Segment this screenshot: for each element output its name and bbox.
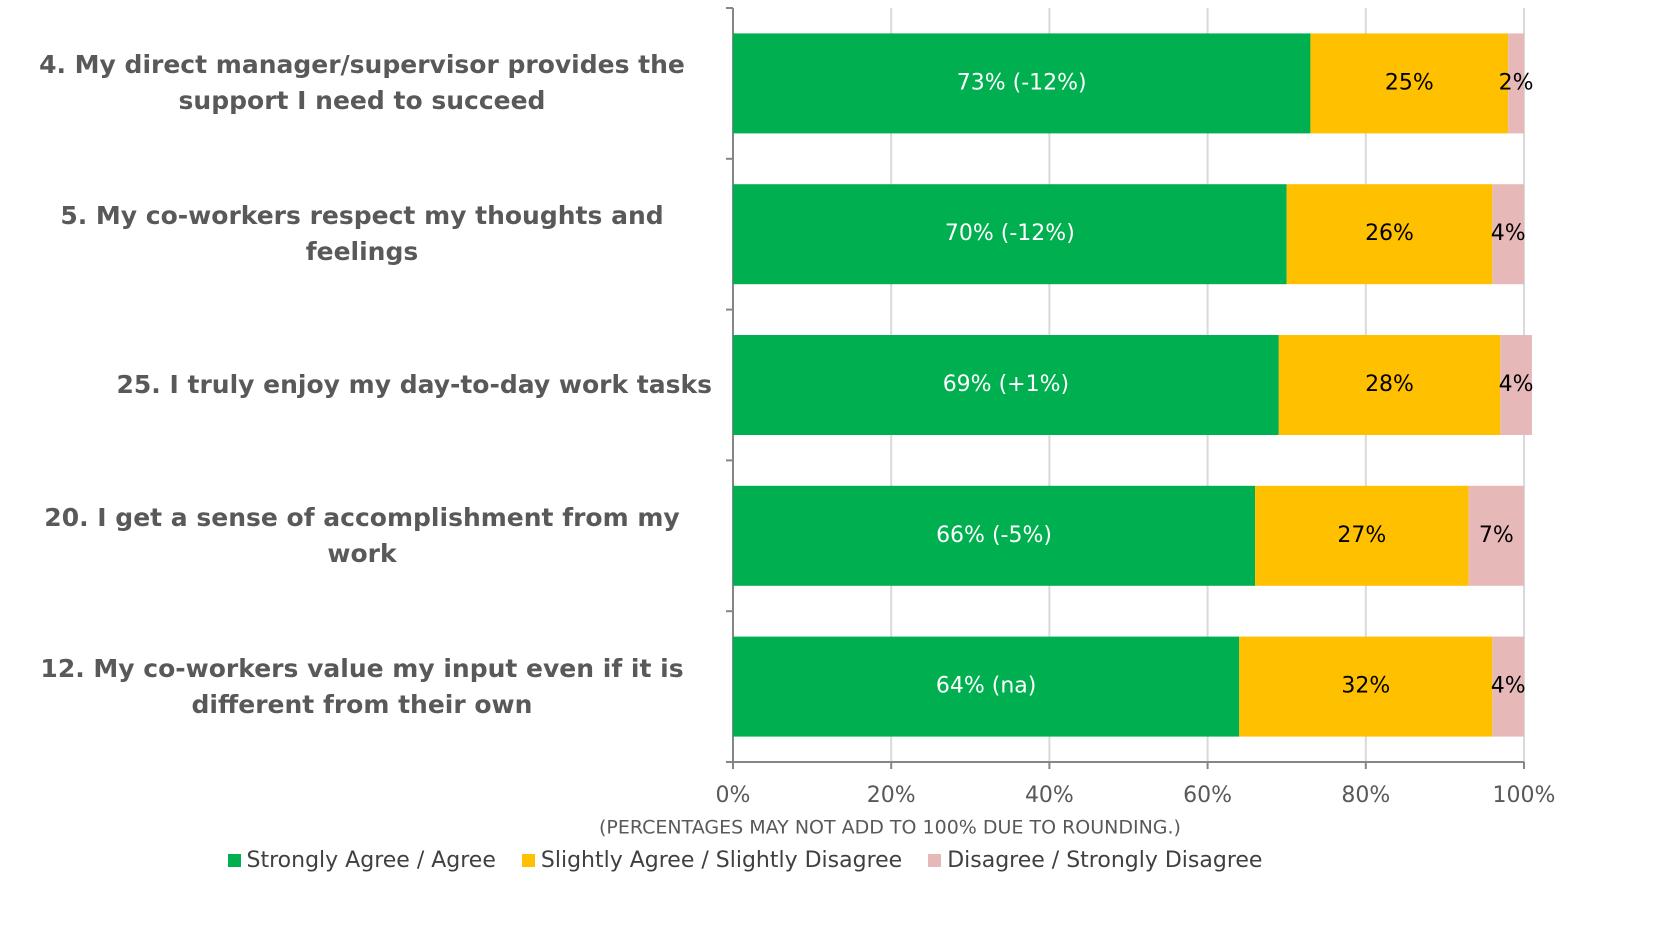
value-label: 28% — [1365, 372, 1414, 397]
bar-segment — [733, 636, 1240, 737]
category-text: 20. I get a sense of accomplishment from… — [44, 502, 680, 568]
x-tick-label: 40% — [1025, 783, 1074, 808]
legend-label: Strongly Agree / Agree — [246, 848, 496, 873]
value-label: 69% (+1%) — [943, 372, 1069, 397]
bar-segment — [1310, 33, 1509, 134]
bar-segment — [1492, 184, 1524, 285]
value-label: 4% — [1491, 674, 1526, 699]
value-label: 66% (-5%) — [936, 523, 1052, 548]
category-label: 5. My co-workers respect my thoughts and… — [0, 198, 712, 270]
bar-segment — [1239, 636, 1493, 737]
bar-segment — [733, 335, 1279, 435]
category-text: 4. My direct manager/supervisor provides… — [39, 50, 685, 116]
category-text: 5. My co-workers respect my thoughts and… — [60, 201, 664, 267]
category-label: 25. I truly enjoy my day-to-day work tas… — [0, 367, 713, 403]
bar-segment — [1500, 335, 1532, 435]
x-tick-label: 60% — [1183, 783, 1232, 808]
value-label: 7% — [1479, 523, 1514, 548]
bar-segment — [1286, 184, 1493, 285]
legend-swatch — [227, 854, 241, 867]
bar-segment — [733, 184, 1287, 285]
value-label: 32% — [1341, 674, 1390, 699]
bar-segment — [1468, 485, 1524, 586]
legend-item: Slightly Agree / Slightly Disagree — [521, 848, 903, 873]
x-tick-label: 0% — [716, 783, 751, 808]
value-label: 26% — [1365, 221, 1414, 246]
value-label: 25% — [1385, 70, 1434, 95]
legend-item: Disagree / Strongly Disagree — [928, 848, 1262, 873]
x-tick-label: 100% — [1493, 783, 1556, 808]
bar-segment — [1492, 636, 1524, 737]
value-label: 70% (-12%) — [945, 221, 1075, 246]
legend-swatch — [928, 854, 942, 867]
value-label: 4% — [1491, 221, 1526, 246]
category-label: 20. I get a sense of accomplishment from… — [0, 500, 712, 572]
category-label: 4. My direct manager/supervisor provides… — [0, 47, 712, 119]
bar-segment — [1255, 485, 1469, 586]
value-label: 2% — [1499, 70, 1534, 95]
legend: Strongly Agree / Agree Slightly Agree / S… — [0, 848, 1490, 873]
x-tick-label: 80% — [1341, 783, 1390, 808]
category-text: 25. I truly enjoy my day-to-day work tas… — [116, 370, 713, 399]
bar-segment — [1278, 335, 1501, 435]
category-text: 12. My co-workers value my input even if… — [40, 653, 684, 719]
category-label: 12. My co-workers value my input even if… — [0, 651, 712, 723]
legend-swatch — [521, 854, 535, 867]
value-label: 27% — [1337, 523, 1386, 548]
bar-segment — [733, 33, 1311, 134]
legend-label: Disagree / Strongly Disagree — [947, 848, 1263, 873]
note: (PERCENTAGES MAY NOT ADD TO 100% DUE TO … — [599, 817, 1181, 839]
legend-item: Strongly Agree / Agree — [227, 848, 496, 873]
value-label: 64% (na) — [936, 674, 1036, 699]
value-label: 73% (-12%) — [957, 70, 1087, 95]
value-label: 4% — [1499, 372, 1534, 397]
x-tick-label: 20% — [867, 783, 916, 808]
legend-label: Slightly Agree / Slightly Disagree — [540, 848, 903, 873]
bar-segment — [1508, 33, 1524, 134]
bar-segment — [733, 485, 1256, 586]
